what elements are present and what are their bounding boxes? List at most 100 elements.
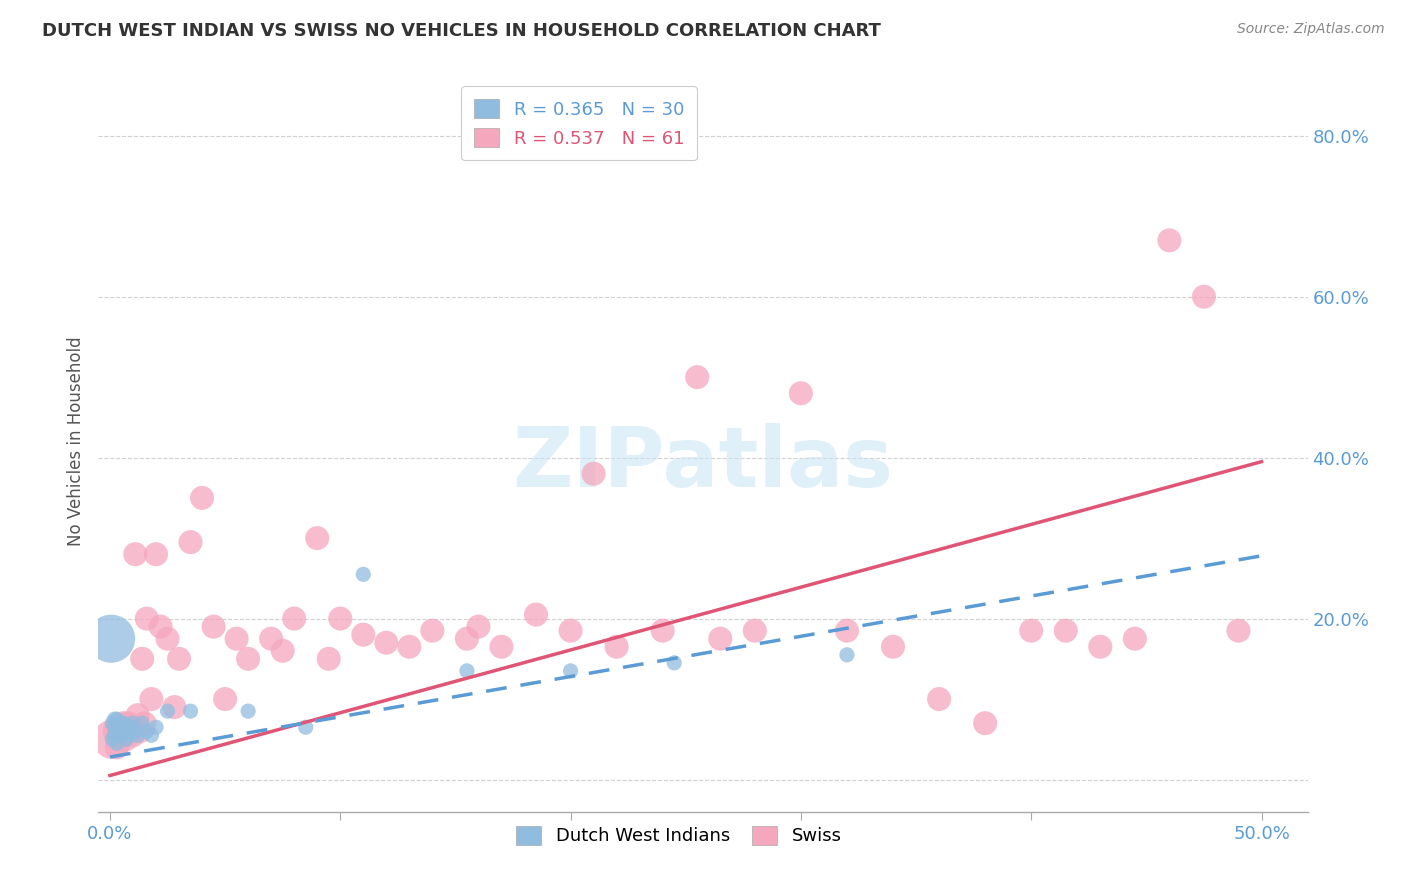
- Point: [1192, 290, 1215, 304]
- Point: [105, 724, 128, 739]
- Point: [307, 531, 329, 545]
- Point: [103, 728, 125, 742]
- Point: [127, 728, 149, 742]
- Point: [117, 720, 139, 734]
- Point: [928, 692, 950, 706]
- Point: [100, 632, 122, 646]
- Point: [117, 728, 139, 742]
- Point: [112, 728, 135, 742]
- Point: [606, 640, 628, 654]
- Point: [524, 607, 547, 622]
- Point: [180, 535, 202, 549]
- Point: [101, 732, 124, 747]
- Point: [560, 624, 582, 638]
- Point: [790, 386, 813, 401]
- Point: [105, 740, 128, 755]
- Point: [352, 567, 374, 582]
- Point: [1019, 624, 1042, 638]
- Point: [214, 692, 236, 706]
- Point: [108, 728, 131, 742]
- Point: [294, 720, 316, 734]
- Point: [236, 704, 259, 718]
- Point: [124, 547, 146, 561]
- Point: [156, 704, 179, 718]
- Point: [131, 716, 153, 731]
- Point: [120, 720, 142, 734]
- Point: [467, 619, 489, 633]
- Point: [145, 547, 167, 561]
- Point: [145, 720, 167, 734]
- Point: [560, 664, 582, 678]
- Text: DUTCH WEST INDIAN VS SWISS NO VEHICLES IN HOUSEHOLD CORRELATION CHART: DUTCH WEST INDIAN VS SWISS NO VEHICLES I…: [42, 22, 882, 40]
- Point: [101, 732, 124, 747]
- Point: [101, 716, 124, 731]
- Point: [103, 724, 125, 739]
- Point: [835, 624, 858, 638]
- Point: [1159, 233, 1181, 247]
- Point: [686, 370, 709, 384]
- Point: [110, 728, 132, 742]
- Point: [491, 640, 513, 654]
- Point: [974, 716, 997, 731]
- Point: [112, 716, 135, 731]
- Point: [135, 724, 157, 739]
- Point: [225, 632, 247, 646]
- Point: [149, 619, 172, 633]
- Point: [191, 491, 214, 505]
- Point: [117, 716, 139, 731]
- Point: [156, 632, 179, 646]
- Point: [124, 724, 146, 739]
- Point: [582, 467, 605, 481]
- Text: ZIPatlas: ZIPatlas: [513, 423, 893, 504]
- Point: [110, 716, 132, 731]
- Point: [108, 724, 131, 739]
- Point: [108, 720, 131, 734]
- Point: [271, 644, 294, 658]
- Text: Source: ZipAtlas.com: Source: ZipAtlas.com: [1237, 22, 1385, 37]
- Point: [318, 652, 340, 666]
- Point: [141, 692, 163, 706]
- Point: [112, 716, 135, 731]
- Point: [744, 624, 766, 638]
- Point: [651, 624, 673, 638]
- Point: [882, 640, 904, 654]
- Point: [134, 716, 156, 731]
- Point: [105, 712, 128, 726]
- Point: [115, 732, 138, 747]
- Point: [260, 632, 283, 646]
- Point: [141, 728, 163, 742]
- Point: [167, 652, 190, 666]
- Point: [131, 652, 153, 666]
- Point: [422, 624, 444, 638]
- Point: [128, 724, 150, 739]
- Point: [283, 611, 305, 625]
- Point: [122, 728, 145, 742]
- Point: [1054, 624, 1077, 638]
- Point: [115, 724, 138, 739]
- Point: [664, 656, 686, 670]
- Point: [329, 611, 352, 625]
- Point: [127, 708, 149, 723]
- Point: [120, 724, 142, 739]
- Point: [105, 736, 128, 750]
- Point: [456, 632, 478, 646]
- Point: [236, 652, 259, 666]
- Point: [398, 640, 420, 654]
- Point: [352, 628, 374, 642]
- Legend: Dutch West Indians, Swiss: Dutch West Indians, Swiss: [508, 816, 851, 855]
- Point: [835, 648, 858, 662]
- Point: [163, 700, 186, 714]
- Point: [202, 619, 225, 633]
- Point: [375, 636, 398, 650]
- Point: [103, 712, 125, 726]
- Point: [1123, 632, 1146, 646]
- Point: [103, 720, 125, 734]
- Point: [1090, 640, 1112, 654]
- Point: [180, 704, 202, 718]
- Point: [456, 664, 478, 678]
- Point: [110, 724, 132, 739]
- Point: [115, 732, 138, 747]
- Point: [135, 611, 157, 625]
- Point: [122, 716, 145, 731]
- Point: [709, 632, 731, 646]
